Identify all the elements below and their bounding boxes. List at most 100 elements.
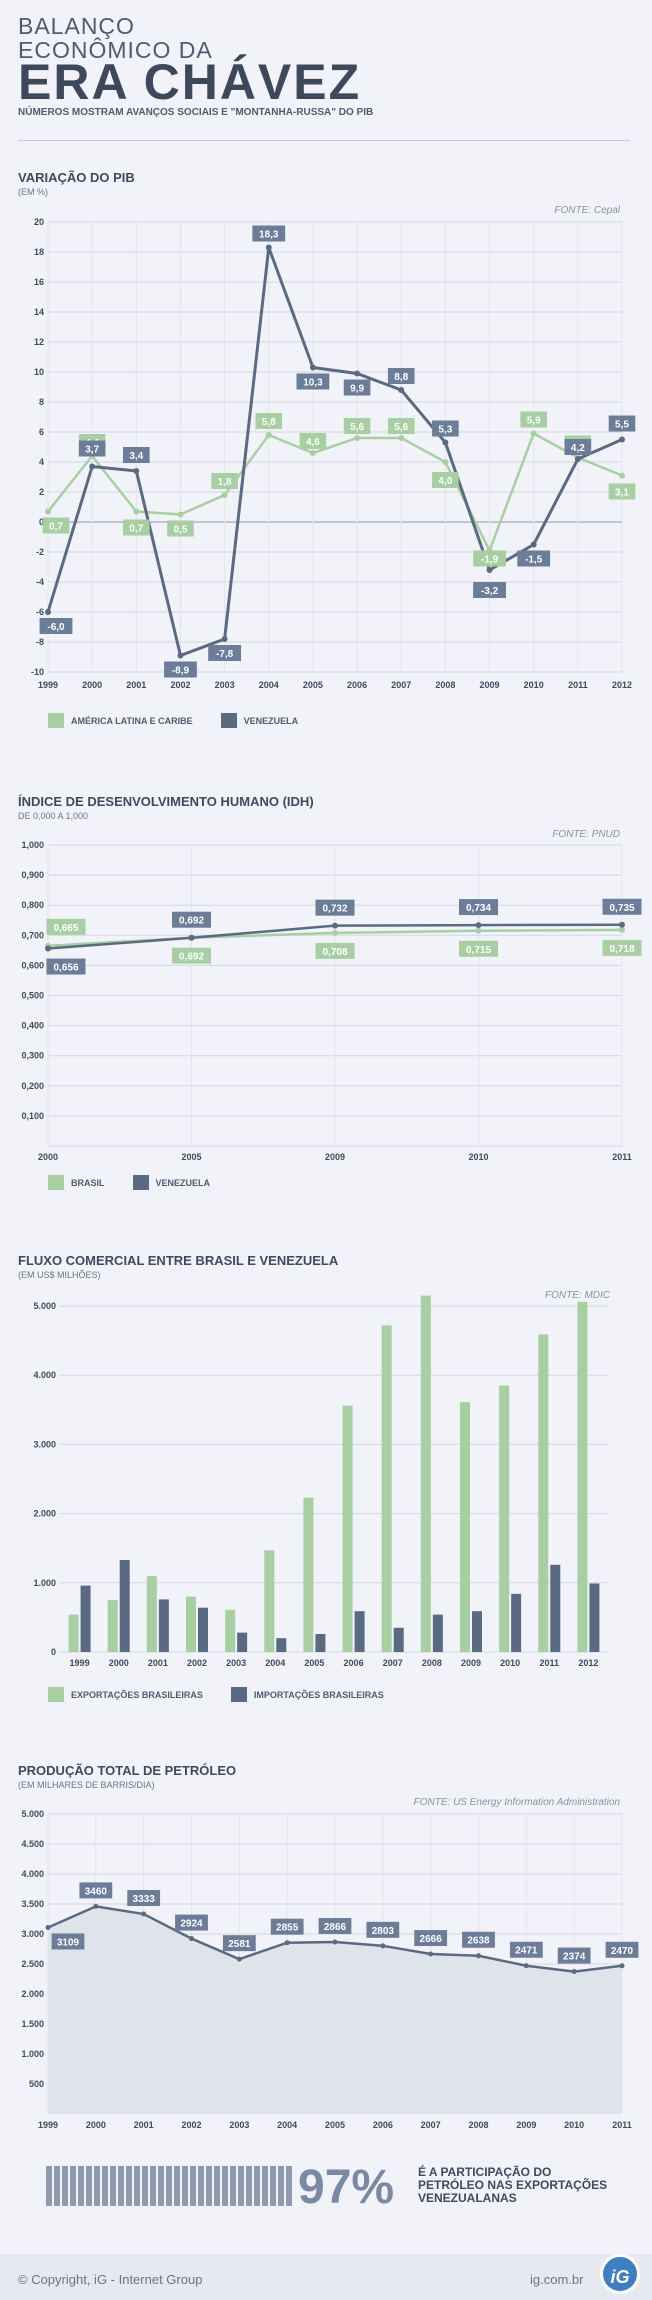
export-bar bbox=[303, 1497, 314, 1652]
oil-share-text-1: É A PARTICIPAÇÃO DO bbox=[418, 2165, 552, 2179]
oil-share-text: É A PARTICIPAÇÃO DO PETRÓLEO NAS EXPORTA… bbox=[418, 2166, 618, 2205]
trade-x-tick: 2011 bbox=[540, 1658, 560, 1668]
oil-point bbox=[332, 1939, 338, 1945]
pib-x-tick: 2011 bbox=[568, 680, 588, 690]
oil-data-label: 2581 bbox=[228, 1939, 251, 1950]
trade-y-tick: 2.000 bbox=[33, 1509, 56, 1519]
pib-point bbox=[309, 364, 316, 371]
pib-data-label: -1,9 bbox=[481, 555, 499, 566]
idh-data-label-bg bbox=[315, 899, 355, 916]
import-bar bbox=[511, 1593, 522, 1652]
oil-point bbox=[45, 1924, 51, 1930]
export-bar bbox=[538, 1334, 549, 1652]
idh-data-label-bg bbox=[315, 942, 355, 959]
legend-item-imports: IMPORTAÇÕES BRASILEIRAS bbox=[230, 1687, 384, 1702]
pib-data-label-bg bbox=[252, 225, 286, 242]
oil-data-label: 2374 bbox=[563, 1952, 586, 1963]
oil-point bbox=[619, 1963, 625, 1969]
copyright: © Copyright, iG - Internet Group bbox=[18, 2272, 203, 2287]
oil-share-text-2: PETRÓLEO NAS EXPORTAÇÕES bbox=[418, 2178, 608, 2192]
pib-x-tick: 2012 bbox=[612, 680, 632, 690]
pib-y-tick: 18 bbox=[34, 247, 44, 257]
pib-x-tick: 2010 bbox=[524, 680, 544, 690]
export-bar bbox=[342, 1405, 353, 1652]
oil-data-label: 2866 bbox=[324, 1922, 347, 1933]
pib-data-label: -7,8 bbox=[216, 649, 234, 660]
trade-x-tick: 2009 bbox=[461, 1658, 481, 1668]
oil-data-label-bg bbox=[318, 1918, 352, 1935]
idh-y-tick: 0,900 bbox=[21, 870, 44, 880]
idh-point bbox=[45, 945, 51, 952]
oil-x-tick: 2002 bbox=[181, 2120, 201, 2130]
pib-data-label-bg bbox=[164, 661, 197, 678]
oil-x-tick: 2003 bbox=[229, 2120, 249, 2130]
oil-point bbox=[93, 1903, 99, 1909]
oil-share-percent: 97% bbox=[298, 2161, 395, 2214]
oil-y-tick: 500 bbox=[29, 2079, 44, 2089]
legend-label-brasil: BRASIL bbox=[71, 1177, 105, 1188]
pib-y-tick: -10 bbox=[31, 667, 44, 677]
pib-data-label-bg bbox=[473, 550, 506, 567]
oil-x-tick: 2000 bbox=[86, 2120, 106, 2130]
pib-y-tick: -4 bbox=[36, 577, 44, 587]
idh-y-tick: 0,100 bbox=[21, 1111, 44, 1121]
idh-data-label-bg bbox=[172, 911, 211, 928]
pib-point bbox=[354, 435, 361, 441]
pib-data-label-bg bbox=[299, 433, 327, 449]
import-bar bbox=[472, 1611, 482, 1652]
trade-chart: 0 1.000 2.000 3.000 4.000 5.000 1999 2000 2001 20… bbox=[33, 1295, 608, 1668]
idh-y-tick: 0,800 bbox=[21, 900, 44, 910]
idh-data-label: 0,715 bbox=[466, 945, 491, 956]
pib-x-tick: 2009 bbox=[480, 680, 500, 690]
legend-swatch-dark bbox=[230, 1687, 247, 1702]
oil-y-tick: 2.000 bbox=[21, 1989, 44, 1999]
trade-x-tick: 2002 bbox=[187, 1658, 207, 1668]
idh-data-label: 0,732 bbox=[322, 904, 347, 915]
pib-data-label-bg bbox=[343, 379, 371, 396]
oil-point bbox=[141, 1911, 147, 1917]
import-bar bbox=[393, 1627, 404, 1652]
import-bar bbox=[119, 1559, 130, 1652]
oil-data-label: 3460 bbox=[85, 1886, 108, 1897]
oil-data-label: 2666 bbox=[420, 1934, 443, 1945]
idh-data-label-bg bbox=[459, 899, 498, 916]
pib-point bbox=[221, 492, 228, 498]
idh-data-label-bg bbox=[602, 898, 642, 915]
pib-series-line bbox=[47, 431, 623, 554]
pib-data-label-bg bbox=[39, 618, 73, 634]
legend-item-brasil: BRASIL bbox=[48, 1175, 105, 1190]
pib-data-label-bg bbox=[520, 411, 547, 428]
trade-source: FONTE: MDIC bbox=[545, 1290, 610, 1301]
import-bar bbox=[315, 1634, 326, 1652]
legend-label-latam: AMÉRICA LATINA E CARIBE bbox=[71, 715, 193, 726]
pib-data-label-bg bbox=[387, 368, 415, 384]
pib-data-label-bg bbox=[123, 447, 150, 463]
pib-x-tick: 2003 bbox=[215, 680, 235, 690]
pib-data-label: 0,7 bbox=[49, 522, 63, 533]
idh-unit: DE 0,000 A 1,000 bbox=[18, 811, 89, 821]
oil-share-pattern bbox=[46, 2166, 294, 2206]
pib-x-tick: 2006 bbox=[347, 680, 367, 690]
export-bar bbox=[225, 1609, 236, 1652]
pib-data-label-bg bbox=[387, 418, 415, 434]
trade-x-tick: 2003 bbox=[226, 1658, 246, 1668]
pib-data-label: -1,5 bbox=[525, 555, 543, 566]
idh-data-label: 0,708 bbox=[322, 947, 347, 958]
import-bar bbox=[276, 1638, 287, 1652]
idh-data-label: 0,718 bbox=[609, 944, 634, 955]
legend-label-imports: IMPORTAÇÕES BRASILEIRAS bbox=[253, 1689, 384, 1700]
pib-data-label: 3,1 bbox=[615, 488, 629, 499]
oil-data-label: 2638 bbox=[467, 1936, 490, 1947]
pib-x-tick: 2008 bbox=[435, 680, 455, 690]
trade-y-tick: 1.000 bbox=[33, 1578, 56, 1588]
header-line-1: BALANÇO bbox=[18, 13, 135, 39]
pib-point bbox=[530, 430, 537, 437]
pib-point bbox=[89, 463, 96, 470]
trade-legend: EXPORTAÇÕES BRASILEIRAS IMPORTAÇÕES BRAS… bbox=[48, 1687, 384, 1702]
site-link[interactable]: ig.com.br bbox=[530, 2272, 584, 2287]
legend-swatch-green bbox=[48, 1175, 64, 1190]
idh-data-label: 0,692 bbox=[179, 952, 204, 963]
oil-data-label: 3333 bbox=[133, 1894, 156, 1905]
oil-point bbox=[476, 1953, 481, 1959]
ig-logo[interactable]: iG bbox=[600, 2254, 640, 2294]
